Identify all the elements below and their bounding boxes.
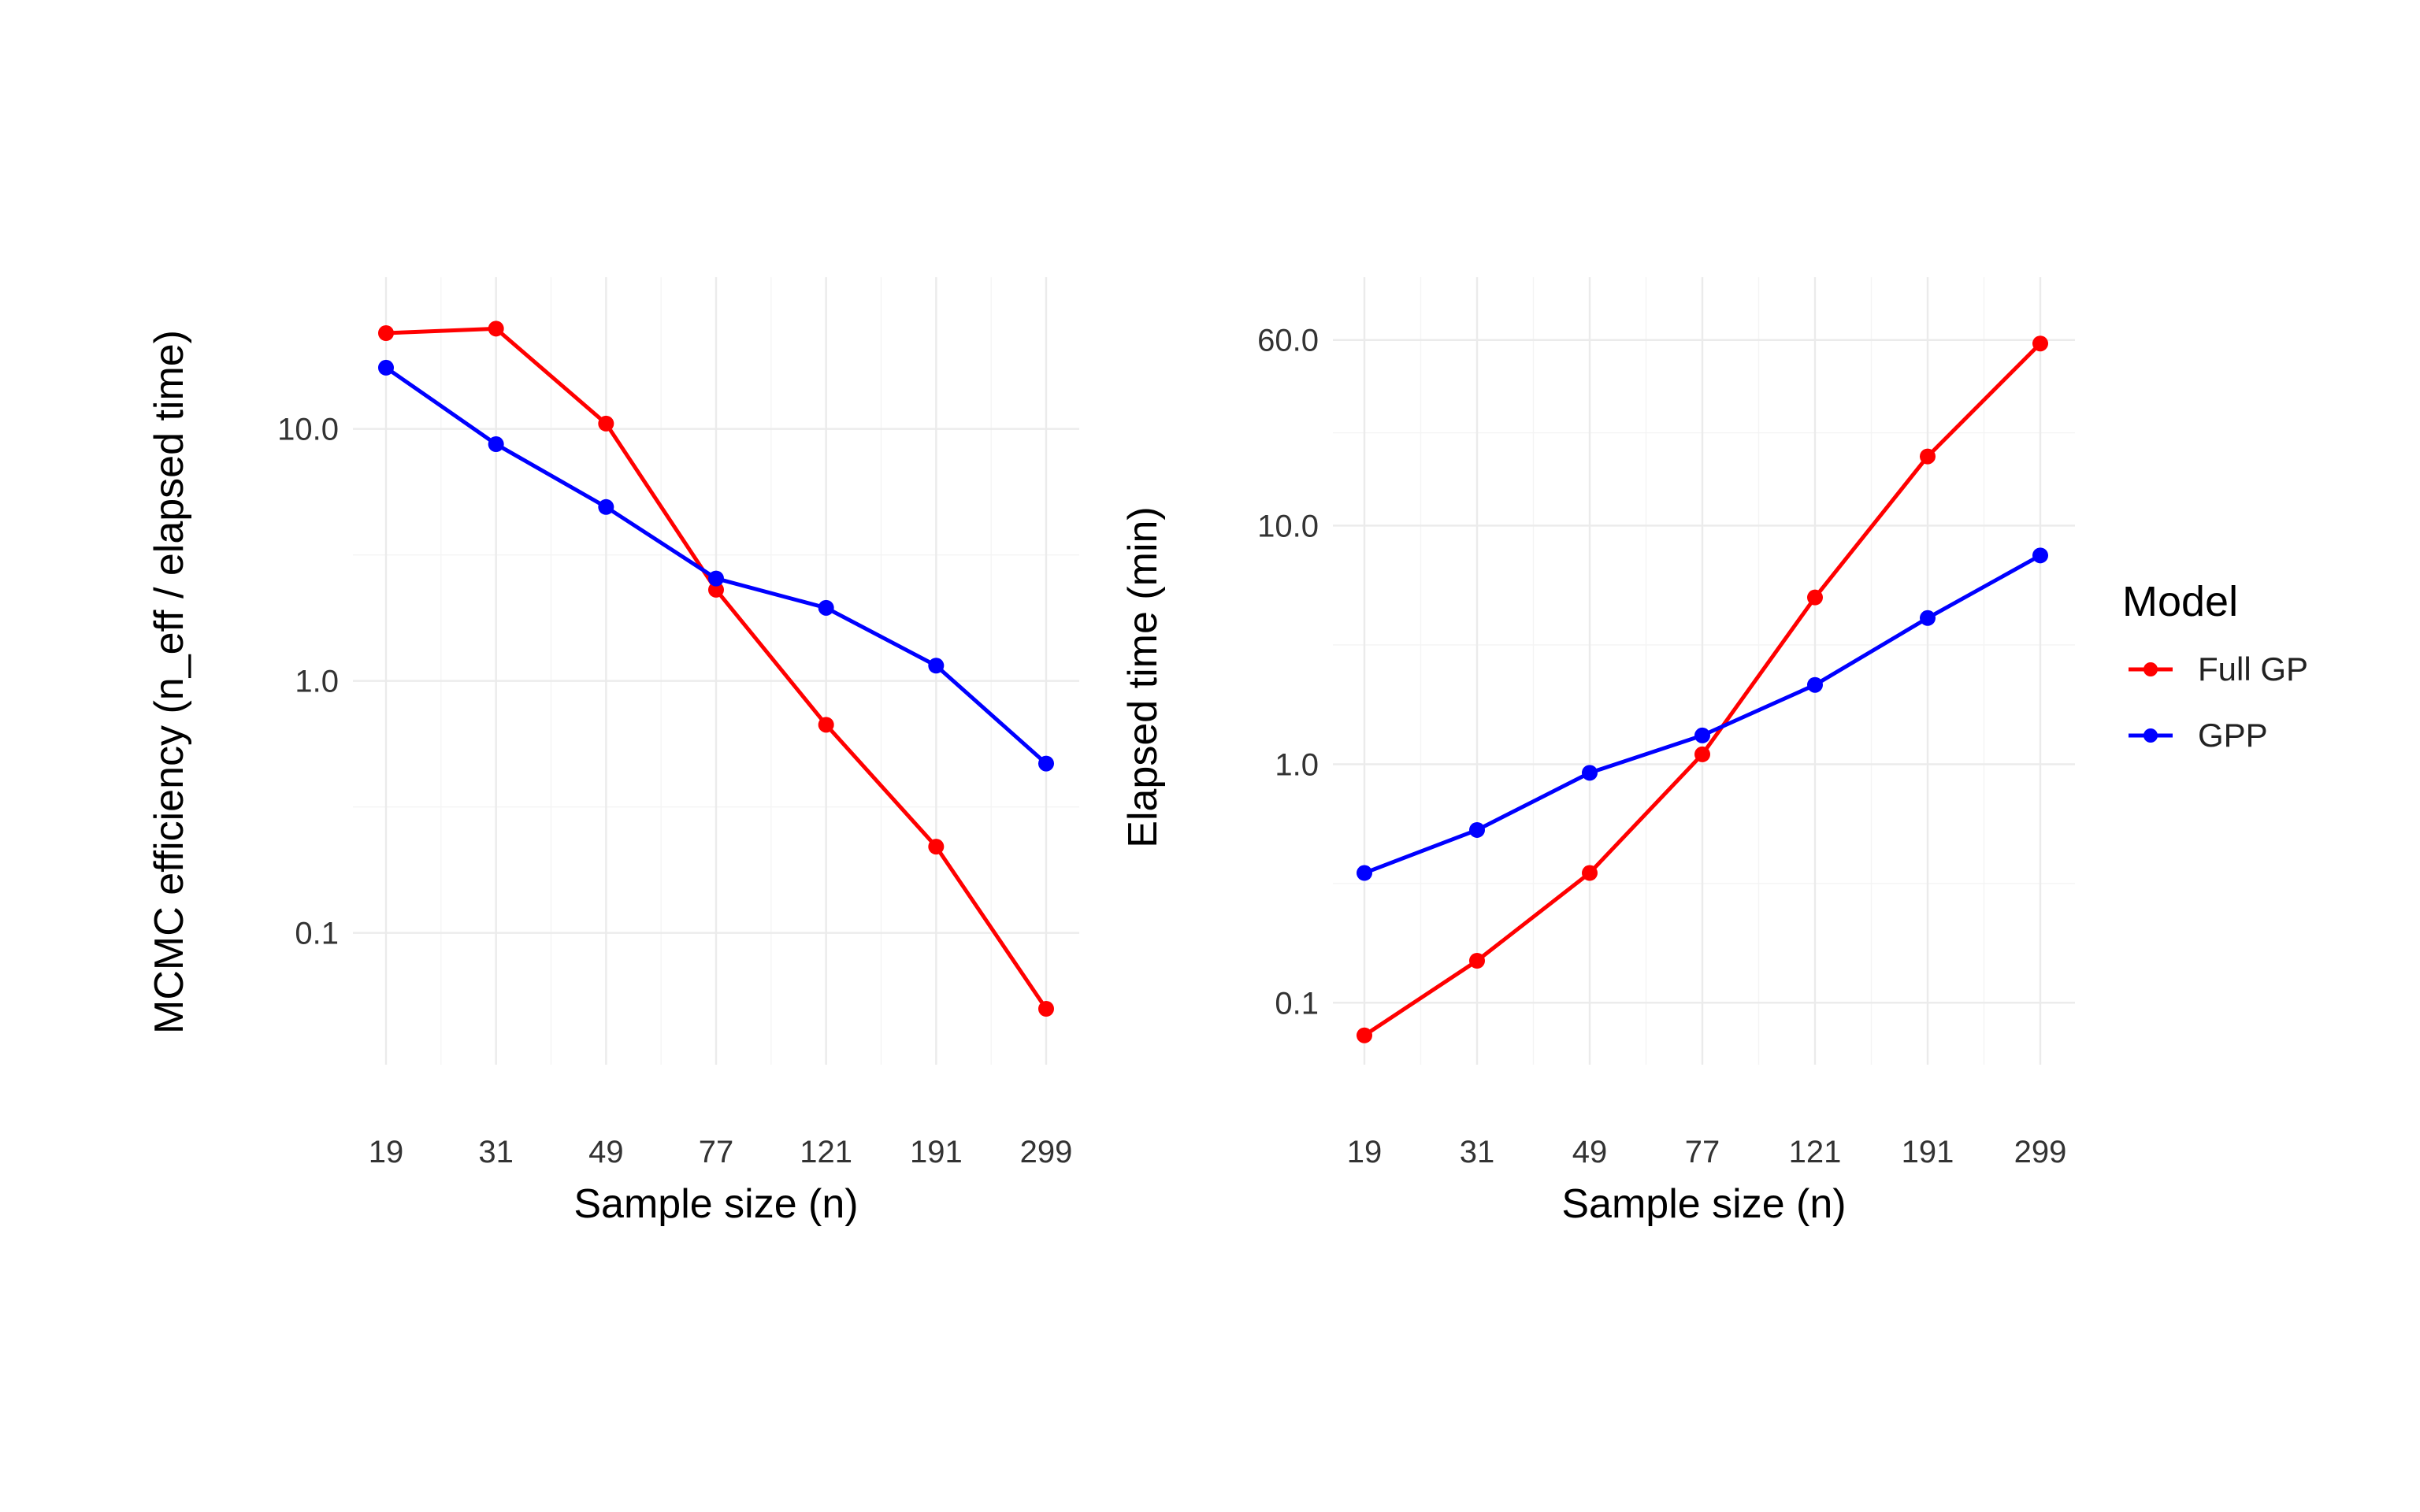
data-point-gpp bbox=[378, 359, 394, 376]
data-point-gpp bbox=[1582, 765, 1598, 781]
legend-key-full-gp-point bbox=[2143, 662, 2158, 676]
legend-title: Model bbox=[2122, 578, 2238, 625]
data-point-gpp bbox=[1357, 865, 1372, 881]
data-point-gpp bbox=[1807, 676, 1823, 693]
efficiency-panel: 0.1 1.0 10.0 19 31 49 77 121 191 299 Sample size (… bbox=[147, 277, 1079, 1227]
y-tick-label: 1.0 bbox=[1275, 747, 1319, 782]
data-point-gpp bbox=[1694, 727, 1710, 743]
data-point-full-gp bbox=[1694, 746, 1710, 762]
legend-key-gpp-point bbox=[2143, 728, 2158, 743]
x-tick-label: 191 bbox=[1902, 1135, 1954, 1169]
y-tick-label: 10.0 bbox=[1257, 509, 1319, 543]
series-full-gp bbox=[378, 321, 1054, 1017]
data-point-full-gp bbox=[1469, 953, 1485, 969]
data-point-gpp bbox=[928, 658, 945, 674]
series-gpp bbox=[378, 359, 1054, 772]
data-point-full-gp bbox=[1582, 865, 1598, 881]
x-axis-title: Sample size (n) bbox=[573, 1181, 858, 1227]
y-axis-title: Elapsed time (min) bbox=[1120, 506, 1166, 847]
data-point-full-gp bbox=[928, 839, 945, 855]
data-point-gpp bbox=[818, 599, 834, 616]
x-tick-label: 121 bbox=[800, 1135, 852, 1169]
legend-label-gpp: GPP bbox=[2198, 717, 2268, 754]
y-tick-label: 60.0 bbox=[1257, 324, 1319, 358]
data-point-full-gp bbox=[378, 324, 394, 341]
legend-item-full-gp: Full GP bbox=[2129, 650, 2308, 687]
data-point-full-gp bbox=[2032, 335, 2048, 352]
y-tick-label: 10.0 bbox=[277, 413, 339, 447]
data-point-gpp bbox=[708, 570, 724, 587]
x-tick-label: 31 bbox=[478, 1135, 514, 1169]
x-tick-label: 121 bbox=[1789, 1135, 1842, 1169]
data-point-full-gp bbox=[1357, 1027, 1372, 1043]
x-tick-label: 299 bbox=[2014, 1135, 2067, 1169]
y-tick-label: 1.0 bbox=[295, 665, 339, 699]
legend: Model Full GP GPP bbox=[2122, 578, 2308, 754]
y-tick-label: 0.1 bbox=[1275, 986, 1319, 1021]
x-tick-label: 49 bbox=[588, 1135, 624, 1169]
y-axis-title: MCMC efficiency (n_eff / elapsed time) bbox=[147, 330, 192, 1034]
x-tick-label: 77 bbox=[1685, 1135, 1720, 1169]
data-point-full-gp bbox=[1920, 448, 1936, 465]
grid bbox=[353, 277, 1079, 1065]
legend-label-full-gp: Full GP bbox=[2198, 650, 2308, 687]
legend-item-gpp: GPP bbox=[2129, 717, 2268, 754]
x-tick-label: 19 bbox=[369, 1135, 404, 1169]
data-point-full-gp bbox=[488, 321, 504, 337]
x-tick-label: 49 bbox=[1572, 1135, 1608, 1169]
data-point-gpp bbox=[488, 436, 504, 453]
y-tick-label: 0.1 bbox=[295, 917, 339, 951]
data-point-full-gp bbox=[1807, 589, 1823, 606]
data-point-gpp bbox=[598, 498, 614, 515]
data-point-gpp bbox=[1469, 821, 1485, 838]
series-full-gp bbox=[1357, 335, 2048, 1043]
data-point-gpp bbox=[1920, 610, 1936, 626]
x-tick-label: 299 bbox=[1020, 1135, 1073, 1169]
x-tick-label: 191 bbox=[910, 1135, 963, 1169]
data-point-full-gp bbox=[818, 717, 834, 733]
x-tick-label: 31 bbox=[1460, 1135, 1495, 1169]
elapsed-time-panel: 0.1 1.0 10.0 60.0 19 31 49 77 121 191 299 Sample si… bbox=[1120, 277, 2075, 1227]
data-point-gpp bbox=[1038, 755, 1054, 772]
x-axis-title: Sample size (n) bbox=[1561, 1181, 1846, 1227]
data-point-full-gp bbox=[1038, 1001, 1054, 1017]
data-point-gpp bbox=[2032, 547, 2048, 564]
data-point-full-gp bbox=[598, 415, 614, 432]
grid bbox=[1333, 277, 2075, 1065]
series-gpp bbox=[1357, 547, 2048, 881]
data-point-full-gp bbox=[708, 581, 724, 598]
x-tick-label: 77 bbox=[699, 1135, 734, 1169]
x-tick-label: 19 bbox=[1347, 1135, 1383, 1169]
